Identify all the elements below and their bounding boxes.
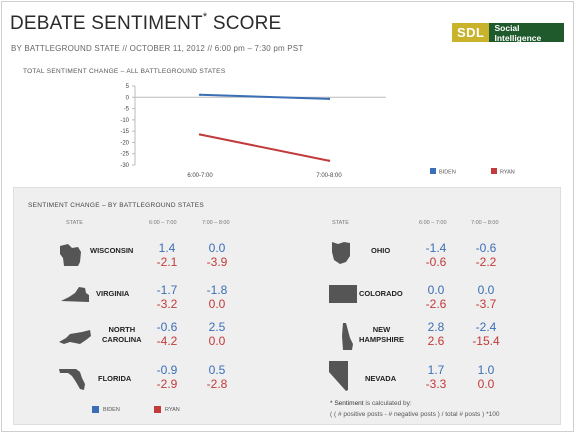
nv-biden-7-8: 1.0 xyxy=(477,363,495,377)
page-subtitle: BY BATTLEGROUND STATE // OCTOBER 11, 201… xyxy=(11,44,304,53)
data-point-ryan xyxy=(327,159,331,162)
state-column-header-right: STATE xyxy=(332,220,349,226)
x-tick-label: 6:00-7:00 xyxy=(187,173,213,179)
state-name-north-carolina: NORTH CAROLINA xyxy=(102,325,142,344)
fl-ryan-7-8: -2.8 xyxy=(206,377,228,391)
nh-biden-7-8: -2.4 xyxy=(475,320,497,334)
nv-biden-6-7: 1.7 xyxy=(427,363,445,377)
nc-ryan-6-7: -4.2 xyxy=(156,334,178,348)
co-biden-6-7: 0.0 xyxy=(427,283,445,297)
sentiment-note-line1: * Sentiment is calculated by: xyxy=(330,400,412,407)
col1-header-right: 6:00 – 7:00 xyxy=(419,220,447,226)
state-name-florida: FLORIDA xyxy=(98,374,132,383)
panel-legend-ryan: RYAN xyxy=(154,406,180,413)
wi-biden-7-8: 0.0 xyxy=(208,241,226,255)
nh-ryan-7-8: -15.4 xyxy=(472,334,500,348)
state-breakdown-panel: SENTIMENT CHANGE – BY BATTLEGROUND STATE… xyxy=(13,187,561,425)
nv-ryan-7-8: 0.0 xyxy=(477,377,495,391)
ryan-swatch-icon xyxy=(154,406,161,413)
wi-ryan-6-7: -2.1 xyxy=(156,255,178,269)
fl-biden-7-8: 0.5 xyxy=(208,363,226,377)
data-point-biden xyxy=(327,97,331,101)
series-line-ryan xyxy=(199,133,330,162)
y-tick-label: -30 xyxy=(120,163,129,169)
co-ryan-6-7: -2.6 xyxy=(425,297,447,311)
legend-label-ryan: RYAN xyxy=(500,170,515,176)
state-name-virginia: VIRGINIA xyxy=(96,289,130,298)
fl-biden-6-7: -0.9 xyxy=(156,363,178,377)
y-tick-label: -5 xyxy=(124,107,130,113)
col1-header-left: 6:00 – 7:00 xyxy=(149,220,177,226)
oh-ryan-7-8: -2.2 xyxy=(475,255,497,269)
nc-biden-7-8: 2.5 xyxy=(208,320,226,334)
panel-legend-biden: BIDEN xyxy=(92,406,120,413)
chart-title: TOTAL SENTIMENT CHANGE – ALL BATTLEGROUN… xyxy=(23,68,226,75)
state-name-nevada: NEVADA xyxy=(365,374,397,383)
co-ryan-7-8: -3.7 xyxy=(475,297,497,311)
virginia-shape-icon xyxy=(61,287,89,302)
oh-biden-7-8: -0.6 xyxy=(475,241,497,255)
wisconsin-shape-icon xyxy=(60,244,81,266)
state-name-wisconsin: WISCONSIN xyxy=(90,246,134,255)
nc-ryan-7-8: 0.0 xyxy=(208,334,226,348)
ohio-shape-icon xyxy=(332,242,350,264)
col2-header-right: 7:00 – 8:00 xyxy=(471,220,499,226)
panel-legend-ryan-label: RYAN xyxy=(165,406,180,413)
nh-biden-6-7: 2.8 xyxy=(427,320,445,334)
series-line-biden xyxy=(199,93,330,100)
breakdown-title: SENTIMENT CHANGE – BY BATTLEGROUND STATE… xyxy=(28,202,205,209)
sdl-logo: SDL Social Intelligence xyxy=(452,22,564,43)
nv-ryan-6-7: -3.3 xyxy=(425,377,447,391)
biden-swatch-icon xyxy=(92,406,99,413)
va-ryan-7-8: 0.0 xyxy=(208,297,226,311)
y-tick-label: -20 xyxy=(120,140,129,146)
va-biden-7-8: -1.8 xyxy=(206,283,228,297)
data-point-biden xyxy=(198,93,202,97)
page-title: DEBATE SENTIMENT* SCORE xyxy=(10,11,282,34)
va-ryan-6-7: -3.2 xyxy=(156,297,178,311)
co-biden-7-8: 0.0 xyxy=(477,283,495,297)
y-tick-label: -15 xyxy=(120,129,129,135)
wi-ryan-7-8: -3.9 xyxy=(206,255,228,269)
x-tick-label: 7:00-8:00 xyxy=(316,173,342,179)
state-name-ohio: OHIO xyxy=(371,246,391,255)
nevada-shape-icon xyxy=(329,361,348,391)
oh-biden-6-7: -1.4 xyxy=(425,241,447,255)
state-name-colorado: COLORADO xyxy=(359,289,403,298)
legend-swatch-biden xyxy=(430,168,436,174)
y-tick-label: -10 xyxy=(120,118,129,124)
y-tick-label: 0 xyxy=(126,95,130,101)
sdl-logo-text: Social Intelligence xyxy=(494,22,542,43)
state-column-header-left: STATE xyxy=(66,220,83,226)
data-point-ryan xyxy=(198,133,202,136)
oh-ryan-6-7: -0.6 xyxy=(425,255,447,269)
florida-shape-icon xyxy=(59,369,85,390)
fl-ryan-6-7: -2.9 xyxy=(156,377,178,391)
panel-legend-biden-label: BIDEN xyxy=(103,406,120,413)
legend-swatch-ryan xyxy=(491,168,497,174)
col2-header-left: 7:00 – 8:00 xyxy=(202,220,230,226)
sdl-logo-mark: SDL xyxy=(452,23,490,42)
y-tick-label: -25 xyxy=(120,152,129,158)
wi-biden-6-7: 1.4 xyxy=(158,241,176,255)
sentiment-note-line2: ( ( # positive posts - # negative posts … xyxy=(330,411,500,418)
legend-label-biden: BIDEN xyxy=(439,170,456,176)
new-hampshire-shape-icon xyxy=(342,323,353,350)
y-tick-label: 5 xyxy=(126,84,130,90)
nh-ryan-6-7: 2.6 xyxy=(427,334,445,348)
state-name-new-hampshire: NEW HAMPSHIRE xyxy=(359,325,405,344)
colorado-shape-icon xyxy=(329,285,357,303)
sentiment-line-chart: 5 0 -5 -10 -15 -20 -25 -30 6:00-7:00 7:00-8:00 BID… xyxy=(120,84,515,179)
va-biden-6-7: -1.7 xyxy=(156,283,178,297)
nc-biden-6-7: -0.6 xyxy=(156,320,178,334)
north-carolina-shape-icon xyxy=(59,330,91,344)
